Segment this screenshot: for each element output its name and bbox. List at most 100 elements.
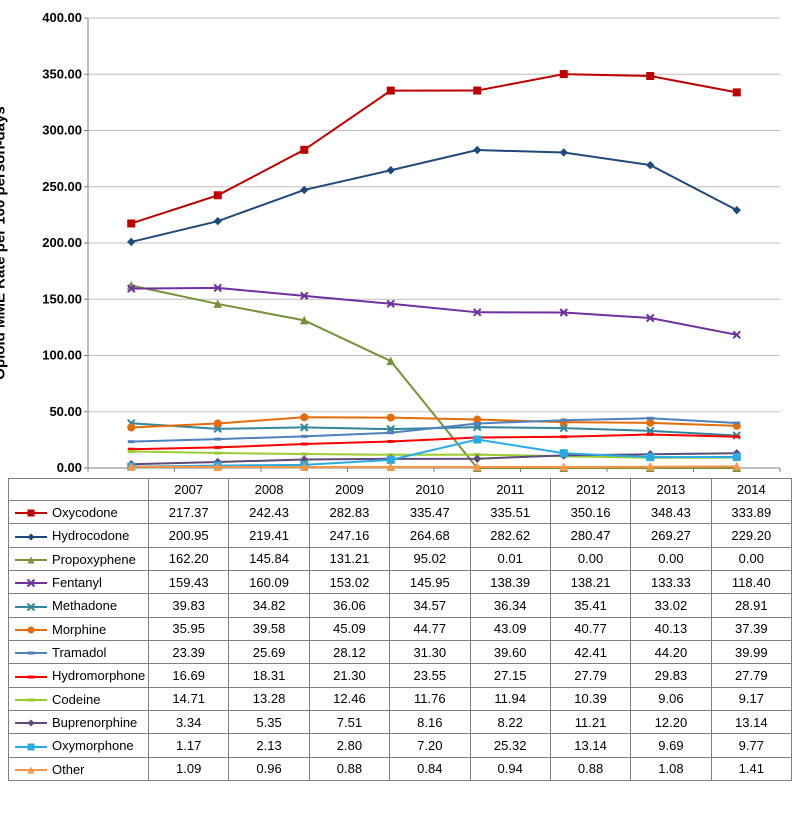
- data-cell: 39.58: [229, 617, 309, 640]
- data-cell: 28.91: [711, 594, 791, 617]
- data-cell: 25.32: [470, 734, 550, 757]
- data-cell: 229.20: [711, 524, 791, 547]
- series-label-cell: Hydromorphone: [9, 664, 149, 687]
- table-header-year: 2012: [550, 479, 630, 501]
- series-label-cell: Hydrocodone: [9, 524, 149, 547]
- data-cell: 9.17: [711, 687, 791, 710]
- table-header-year: 2009: [309, 479, 389, 501]
- series-label-cell: Morphine: [9, 617, 149, 640]
- data-table: 20072008200920102011201220132014Oxycodon…: [8, 478, 792, 781]
- table-header-year: 2014: [711, 479, 791, 501]
- series-label-cell: Oxymorphone: [9, 734, 149, 757]
- table-row: Morphine35.9539.5845.0944.7743.0940.7740…: [9, 617, 792, 640]
- table-header-row: 20072008200920102011201220132014: [9, 479, 792, 501]
- data-cell: 8.22: [470, 711, 550, 734]
- series-label-cell: Fentanyl: [9, 571, 149, 594]
- data-cell: 280.47: [550, 524, 630, 547]
- series-fentanyl: [128, 284, 741, 338]
- svg-text:0.00: 0.00: [57, 460, 82, 475]
- table-row: Oxycodone217.37242.43282.83335.47335.513…: [9, 501, 792, 524]
- table-row: Hydrocodone200.95219.41247.16264.68282.6…: [9, 524, 792, 547]
- data-cell: 1.17: [149, 734, 229, 757]
- series-name: Codeine: [52, 692, 100, 707]
- svg-text:300.00: 300.00: [42, 123, 82, 138]
- data-cell: 35.95: [149, 617, 229, 640]
- data-cell: 145.95: [390, 571, 470, 594]
- series-name: Hydrocodone: [52, 528, 129, 543]
- data-cell: 34.82: [229, 594, 309, 617]
- data-cell: 40.77: [550, 617, 630, 640]
- data-cell: 39.60: [470, 641, 550, 664]
- data-cell: 264.68: [390, 524, 470, 547]
- data-cell: 0.94: [470, 757, 550, 780]
- data-cell: 1.08: [631, 757, 711, 780]
- data-cell: 27.15: [470, 664, 550, 687]
- data-cell: 16.69: [149, 664, 229, 687]
- data-cell: 3.34: [149, 711, 229, 734]
- chart-area: Opioid MME Rate per 100 person-days 0.00…: [8, 8, 792, 478]
- table-row: Tramadol23.3925.6928.1231.3039.6042.4144…: [9, 641, 792, 664]
- data-cell: 138.21: [550, 571, 630, 594]
- data-cell: 160.09: [229, 571, 309, 594]
- data-cell: 131.21: [309, 547, 389, 570]
- svg-text:200.00: 200.00: [42, 235, 82, 250]
- data-cell: 133.33: [631, 571, 711, 594]
- data-cell: 0.01: [470, 547, 550, 570]
- data-cell: 31.30: [390, 641, 470, 664]
- series-name: Hydromorphone: [52, 668, 145, 683]
- data-cell: 27.79: [550, 664, 630, 687]
- series-label-cell: Methadone: [9, 594, 149, 617]
- data-cell: 44.20: [631, 641, 711, 664]
- series-label-cell: Codeine: [9, 687, 149, 710]
- data-cell: 350.16: [550, 501, 630, 524]
- data-cell: 28.12: [309, 641, 389, 664]
- data-cell: 12.46: [309, 687, 389, 710]
- data-cell: 23.39: [149, 641, 229, 664]
- series-name: Propoxyphene: [52, 552, 136, 567]
- data-cell: 0.00: [550, 547, 630, 570]
- data-cell: 13.14: [711, 711, 791, 734]
- data-cell: 1.41: [711, 757, 791, 780]
- series-label-cell: Tramadol: [9, 641, 149, 664]
- data-cell: 39.99: [711, 641, 791, 664]
- data-cell: 36.06: [309, 594, 389, 617]
- data-cell: 43.09: [470, 617, 550, 640]
- data-cell: 5.35: [229, 711, 309, 734]
- data-cell: 21.30: [309, 664, 389, 687]
- table-row: Other1.090.960.880.840.940.881.081.41: [9, 757, 792, 780]
- svg-text:350.00: 350.00: [42, 66, 82, 81]
- table-header-blank: [9, 479, 149, 501]
- data-cell: 0.88: [309, 757, 389, 780]
- table-row: Buprenorphine3.345.357.518.168.2211.2112…: [9, 711, 792, 734]
- data-cell: 0.84: [390, 757, 470, 780]
- data-cell: 45.09: [309, 617, 389, 640]
- table-row: Methadone39.8334.8236.0634.5736.3435.413…: [9, 594, 792, 617]
- series-name: Tramadol: [52, 645, 106, 660]
- table-header-year: 2008: [229, 479, 309, 501]
- data-cell: 217.37: [149, 501, 229, 524]
- data-cell: 12.20: [631, 711, 711, 734]
- data-cell: 153.02: [309, 571, 389, 594]
- data-cell: 0.00: [631, 547, 711, 570]
- data-cell: 8.16: [390, 711, 470, 734]
- data-cell: 10.39: [550, 687, 630, 710]
- series-name: Fentanyl: [52, 575, 102, 590]
- table-header-year: 2013: [631, 479, 711, 501]
- data-cell: 269.27: [631, 524, 711, 547]
- data-cell: 95.02: [390, 547, 470, 570]
- data-cell: 42.41: [550, 641, 630, 664]
- data-cell: 13.14: [550, 734, 630, 757]
- data-cell: 36.34: [470, 594, 550, 617]
- table-row: Oxymorphone1.172.132.807.2025.3213.149.6…: [9, 734, 792, 757]
- data-cell: 35.41: [550, 594, 630, 617]
- data-cell: 2.80: [309, 734, 389, 757]
- data-cell: 333.89: [711, 501, 791, 524]
- data-cell: 118.40: [711, 571, 791, 594]
- data-cell: 9.77: [711, 734, 791, 757]
- data-cell: 44.77: [390, 617, 470, 640]
- data-cell: 39.83: [149, 594, 229, 617]
- svg-text:50.00: 50.00: [49, 404, 82, 419]
- data-cell: 13.28: [229, 687, 309, 710]
- data-cell: 335.51: [470, 501, 550, 524]
- data-cell: 282.62: [470, 524, 550, 547]
